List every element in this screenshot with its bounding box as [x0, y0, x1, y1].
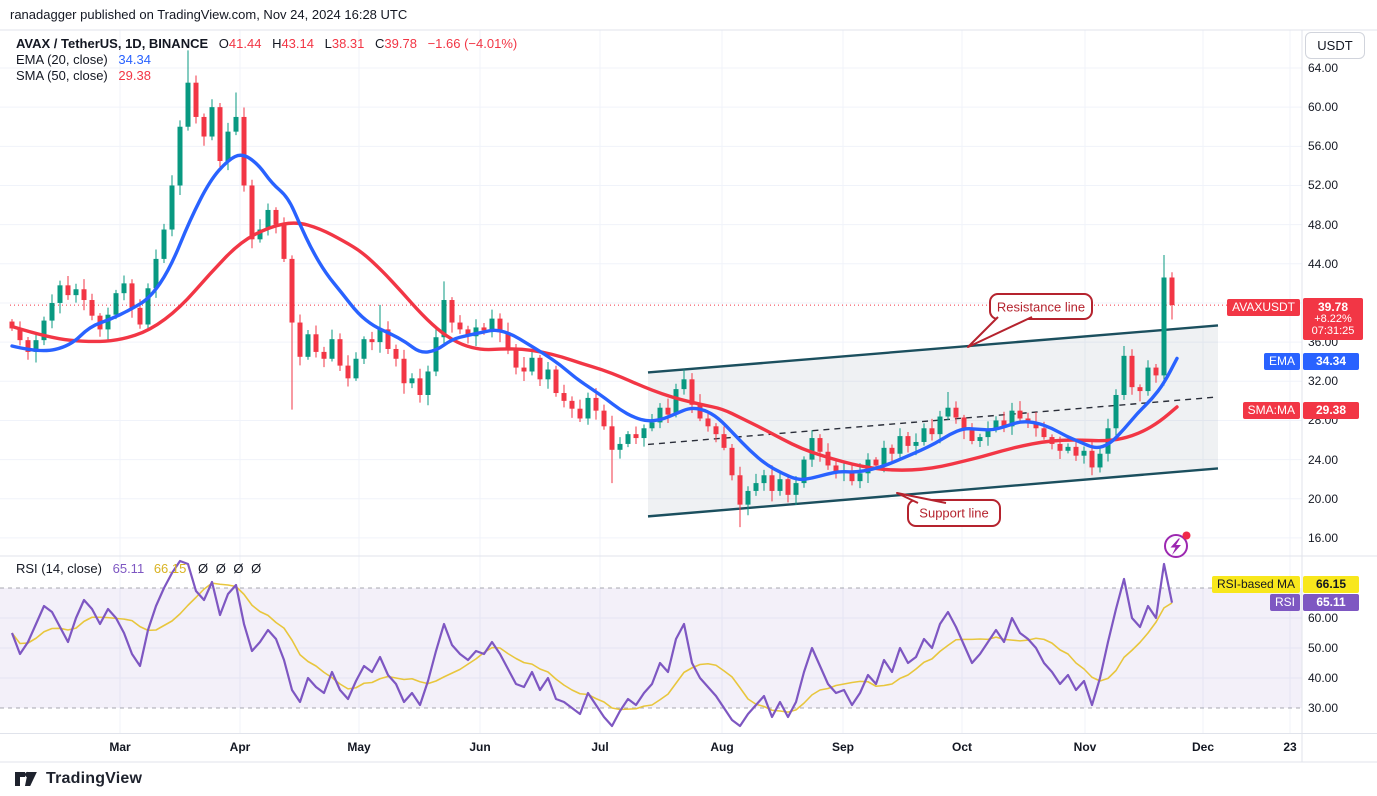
- rsi-ma-axis-value[interactable]: 66.15: [1303, 576, 1359, 593]
- rsi-legend-row[interactable]: RSI (14, close) 65.11 66.15 Ø Ø Ø Ø: [16, 561, 263, 576]
- open-value: 41.44: [228, 36, 262, 51]
- resistance-line-callout[interactable]: Resistance line: [996, 299, 1086, 315]
- candlestick-series: [9, 50, 1175, 528]
- trend-channel: [647, 324, 1219, 518]
- rsi-axis-label[interactable]: RSI: [1269, 594, 1300, 611]
- close-key: C: [375, 36, 385, 51]
- high-value: 43.14: [281, 36, 314, 51]
- rsi-axis-value[interactable]: 65.11: [1303, 594, 1359, 611]
- rsi-band: [0, 587, 1302, 709]
- bar-countdown: 07:31:25: [1311, 325, 1355, 337]
- callout-drawings: [896, 293, 1093, 527]
- open-key: O: [218, 36, 229, 51]
- rsi-ma-axis-label[interactable]: RSI-based MA: [1211, 576, 1300, 593]
- sma-label: SMA (50, close): [16, 68, 108, 83]
- rsi-ma-line: [11, 582, 1173, 713]
- rsi-ma-value: 66.15: [153, 561, 187, 576]
- symbol-price-axis-value[interactable]: 39.78 +8.22% 07:31:25: [1303, 298, 1363, 340]
- ema-20-line: [10, 153, 1179, 482]
- last-price: 39.78: [1317, 300, 1349, 314]
- tradingview-logo-icon: [15, 771, 37, 786]
- currency-toggle-button[interactable]: USDT: [1305, 32, 1365, 59]
- last-price-line: [10, 301, 1302, 314]
- symbol-price-axis-label[interactable]: AVAXUSDT: [1227, 299, 1300, 316]
- pane-separators: [0, 29, 1377, 763]
- high-key: H: [272, 36, 282, 51]
- ema-axis-value[interactable]: 34.34: [1303, 353, 1359, 370]
- publish-attribution: ranadagger published on TradingView.com,…: [10, 7, 408, 22]
- rsi-line: [10, 559, 1174, 728]
- tradingview-logo[interactable]: TradingView: [14, 769, 142, 789]
- ema-axis-label[interactable]: EMA: [1263, 353, 1300, 370]
- support-line-callout[interactable]: Support line: [919, 505, 989, 521]
- symbol-title[interactable]: AVAX / TetherUS, 1D, BINANCE: [16, 36, 209, 51]
- rsi-value: 65.11: [112, 561, 145, 576]
- flash-icon[interactable]: [1164, 531, 1191, 558]
- symbol-legend-row[interactable]: AVAX / TetherUS, 1D, BINANCE O41.44 H43.…: [16, 36, 517, 51]
- rsi-series: [10, 559, 1174, 728]
- low-key: L: [324, 36, 332, 51]
- low-value: 38.31: [331, 36, 365, 51]
- change-value: −1.66 (−4.01%): [427, 36, 518, 51]
- ema-legend-row[interactable]: EMA (20, close) 34.34: [16, 52, 151, 67]
- close-value: 39.78: [384, 36, 417, 51]
- sma-legend-row[interactable]: SMA (50, close) 29.38: [16, 68, 151, 83]
- sma-axis-label[interactable]: SMA:MA: [1242, 402, 1300, 419]
- ema-overlay: [10, 153, 1179, 482]
- tradingview-brand-text: TradingView: [46, 770, 143, 787]
- rsi-hidden-inputs: Ø Ø Ø Ø: [197, 561, 264, 576]
- sma-value: 29.38: [118, 68, 151, 83]
- ema-label: EMA (20, close): [16, 52, 108, 67]
- price-change-percent: +8.22%: [1314, 313, 1352, 325]
- ema-value: 34.34: [118, 52, 151, 67]
- rsi-label: RSI (14, close): [16, 561, 102, 576]
- sma-axis-value[interactable]: 29.38: [1303, 402, 1359, 419]
